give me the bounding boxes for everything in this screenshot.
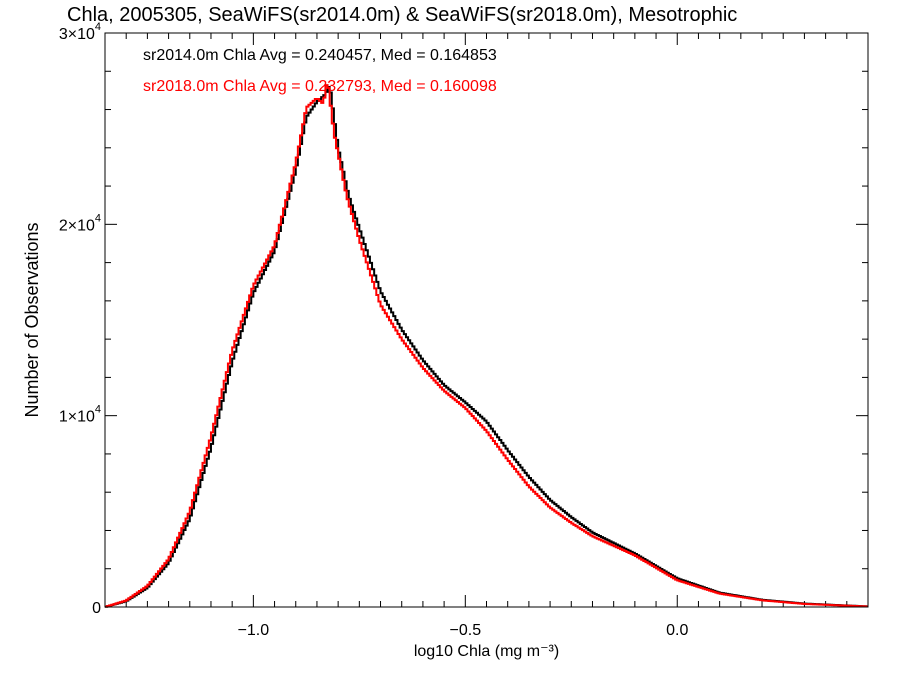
plot-frame <box>104 32 869 608</box>
x-tick-label: 0.0 <box>666 622 688 639</box>
y-tick-mantissa: 1×10 <box>59 409 95 426</box>
annotations: sr2014.0m Chla Avg = 0.240457, Med = 0.1… <box>143 47 497 95</box>
y-tick-exponent: 4 <box>95 21 101 33</box>
chart-title: Chla, 2005305, SeaWiFS(sr2014.0m) & SeaW… <box>67 4 737 26</box>
y-tick-exponent: 4 <box>95 212 101 224</box>
y-axis-label: Number of Observations <box>22 222 42 417</box>
histogram-series-2 <box>105 84 868 608</box>
series-layer <box>105 84 868 608</box>
y-tick-exponent: 4 <box>95 404 101 416</box>
y-tick-label: 3×104 <box>59 21 101 43</box>
x-axis-label: log10 Chla (mg m⁻³) <box>414 643 559 660</box>
x-tick-label: −0.5 <box>450 622 482 639</box>
y-tick-label: 1×104 <box>59 404 101 426</box>
stats-annotation: sr2018.0m Chla Avg = 0.232793, Med = 0.1… <box>143 78 497 95</box>
histogram-series-1 <box>105 86 868 608</box>
y-tick-label: 0 <box>92 600 101 617</box>
x-tick-label: −1.0 <box>238 622 270 639</box>
y-tick-mantissa: 2×10 <box>59 217 95 234</box>
y-tick-label: 2×104 <box>59 212 101 234</box>
y-tick-mantissa: 0 <box>92 600 101 617</box>
y-tick-mantissa: 3×10 <box>59 26 95 43</box>
stats-annotation: sr2014.0m Chla Avg = 0.240457, Med = 0.1… <box>143 47 497 64</box>
